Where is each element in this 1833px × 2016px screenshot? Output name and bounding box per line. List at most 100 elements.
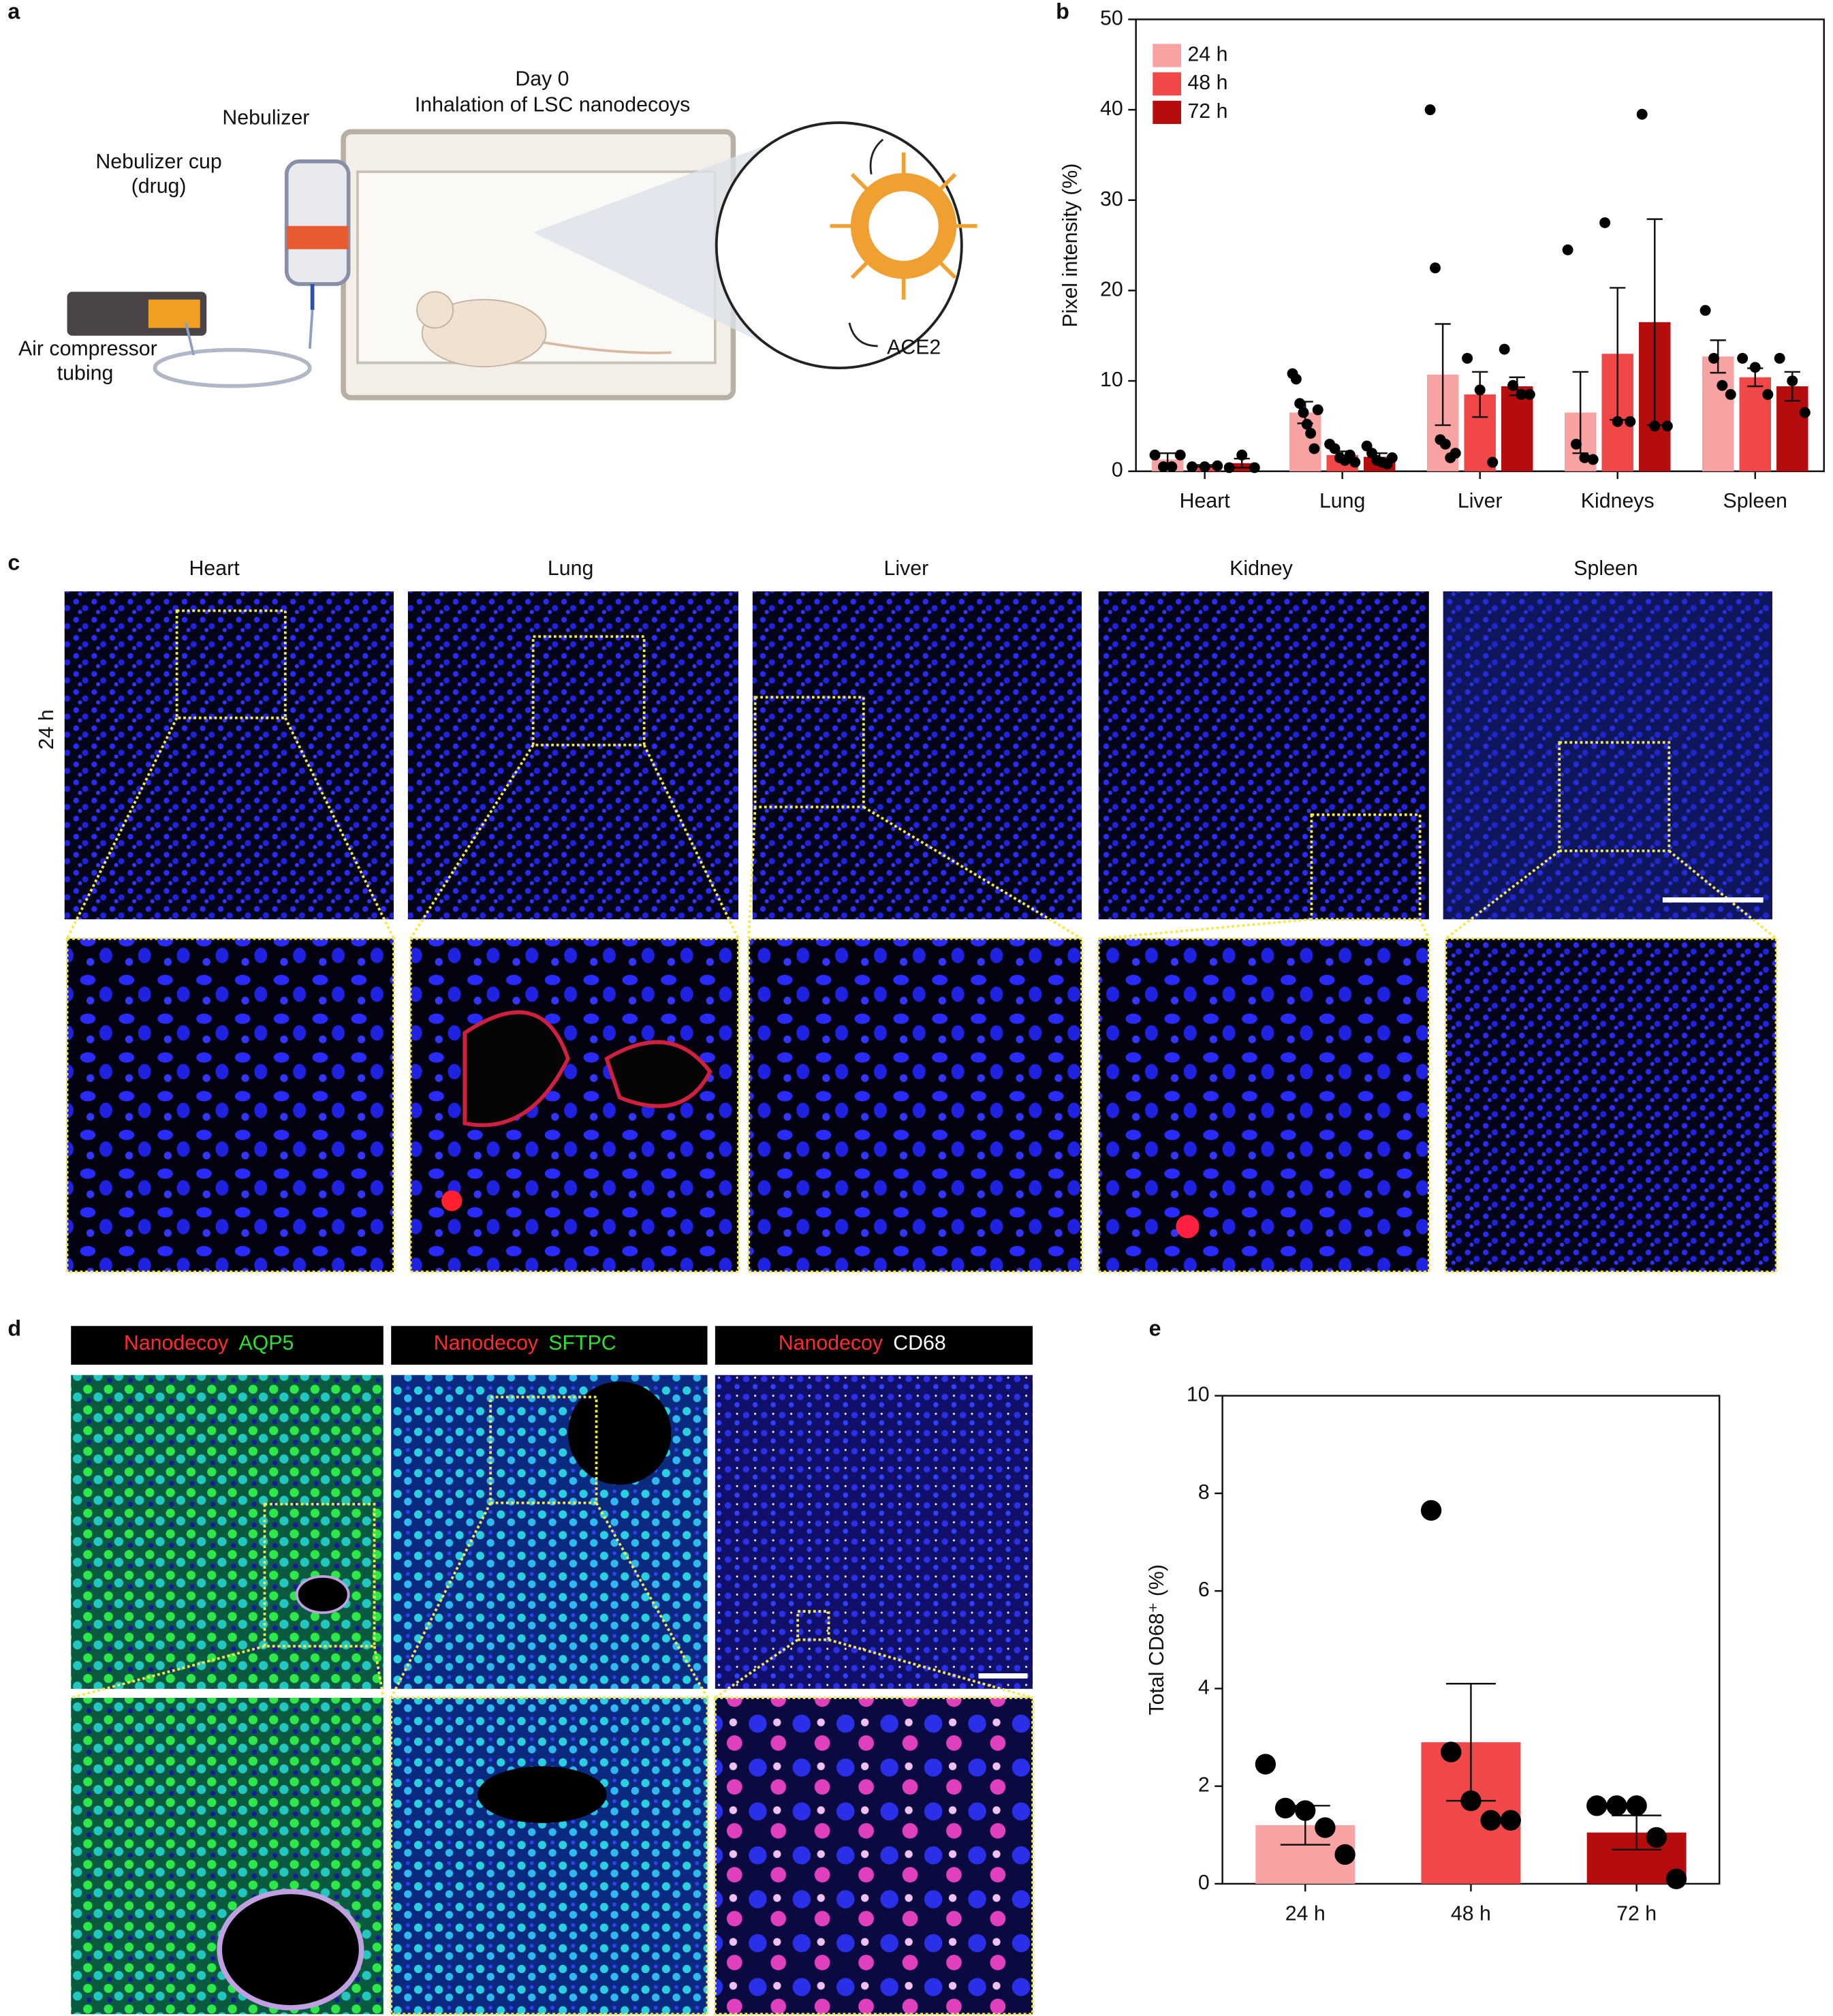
data-point — [1249, 462, 1260, 474]
y-tick-label: 4 — [1198, 1676, 1210, 1699]
header: Nanodecoy SFTPC — [434, 1332, 616, 1354]
data-point — [1212, 460, 1223, 471]
data-point — [1749, 362, 1761, 373]
illustration-label: Air compressor — [18, 338, 157, 360]
panel-a-subtitle: Inhalation of LSC nanodecoys — [415, 93, 690, 116]
data-point — [1309, 443, 1320, 454]
header: Nanodecoy AQP5 — [124, 1332, 294, 1354]
x-tick-label: 48 h — [1451, 1902, 1491, 1925]
data-point — [1420, 1500, 1442, 1521]
panel-c-images — [64, 591, 1778, 1273]
data-point — [1386, 452, 1398, 463]
x-tick-label: 72 h — [1616, 1902, 1657, 1925]
data-point — [1290, 373, 1302, 385]
data-point — [1430, 262, 1441, 274]
data-point — [1301, 418, 1313, 430]
panel-label: e — [1149, 1316, 1161, 1340]
data-point — [1312, 404, 1323, 416]
data-point — [1586, 1795, 1608, 1816]
data-point — [1334, 1844, 1356, 1865]
y-tick-label: 40 — [1100, 97, 1123, 120]
illustration-label: ACE2 — [887, 337, 941, 359]
data-point — [1255, 1754, 1276, 1775]
header-stain: Nanodecoy — [434, 1332, 539, 1354]
y-tick-label: 8 — [1198, 1481, 1210, 1504]
data-point — [1599, 217, 1611, 228]
panel-d-images — [70, 1326, 1034, 2016]
header: Nanodecoy CD68 — [779, 1332, 946, 1354]
y-tick-label: 0 — [1112, 459, 1123, 482]
header-stain: Nanodecoy — [779, 1332, 883, 1354]
data-point — [1474, 384, 1486, 396]
data-point — [1762, 389, 1774, 400]
y-tick-label: 20 — [1100, 278, 1123, 300]
y-tick-label: 10 — [1100, 369, 1123, 391]
data-point — [1274, 1797, 1296, 1819]
illustration-label: Nebulizer — [222, 106, 309, 129]
y-tick-label: 2 — [1198, 1774, 1210, 1797]
data-point — [1571, 438, 1582, 450]
header-stain: SFTPC — [548, 1332, 616, 1354]
data-point — [1579, 452, 1591, 463]
data-point — [1295, 1800, 1316, 1821]
legend-swatch — [1153, 72, 1181, 96]
data-point — [1315, 1817, 1336, 1838]
data-point — [1612, 416, 1623, 427]
data-point — [1450, 448, 1461, 459]
data-point — [1499, 343, 1510, 355]
x-tick-label: Heart — [1180, 490, 1231, 512]
data-point — [1236, 449, 1248, 461]
illustration-label: tubing — [57, 362, 114, 385]
data-point — [1717, 379, 1728, 391]
x-tick-label: Kidneys — [1581, 490, 1655, 512]
data-point — [1439, 438, 1451, 450]
data-point — [1349, 456, 1361, 468]
legend-swatch — [1153, 100, 1181, 124]
data-point — [1487, 456, 1499, 468]
data-point — [1329, 443, 1341, 454]
data-point — [1665, 1868, 1687, 1889]
error-bar — [1435, 323, 1451, 427]
data-point — [1166, 461, 1178, 473]
y-tick-label: 0 — [1198, 1872, 1210, 1894]
y-axis-label: Total CD68⁺ (%) — [1146, 1564, 1168, 1716]
data-point — [1174, 449, 1186, 461]
data-point — [1223, 462, 1235, 474]
data-point — [1562, 244, 1573, 255]
data-point — [1625, 416, 1636, 427]
panel-label: d — [7, 1316, 21, 1340]
panel-label: a — [7, 0, 20, 23]
bar — [1501, 386, 1533, 471]
data-point — [1507, 379, 1519, 391]
data-point — [1787, 375, 1798, 387]
data-point — [1649, 420, 1661, 432]
panel-a-title: Day 0 — [515, 68, 569, 91]
data-point — [1774, 352, 1785, 364]
data-point — [1462, 352, 1473, 364]
data-point — [1149, 449, 1161, 461]
illustration-label: (drug) — [131, 175, 187, 198]
data-point — [1298, 407, 1309, 418]
column-label: Liver — [883, 557, 928, 580]
data-point — [1606, 1795, 1627, 1816]
data-point — [1294, 398, 1306, 409]
y-tick-label: 6 — [1198, 1579, 1210, 1601]
data-point — [1441, 1741, 1462, 1763]
legend-swatch — [1153, 44, 1181, 67]
y-tick-label: 50 — [1100, 7, 1123, 29]
header-stain: CD68 — [893, 1332, 946, 1354]
data-point — [1699, 305, 1711, 316]
panel-label: c — [7, 550, 20, 575]
data-point — [1646, 1827, 1667, 1848]
data-point — [1524, 389, 1535, 400]
legend-label: 72 h — [1187, 100, 1227, 123]
data-point — [1725, 389, 1736, 400]
data-point — [1587, 454, 1599, 465]
data-point — [1157, 461, 1169, 473]
x-tick-label: 24 h — [1285, 1902, 1326, 1925]
data-point — [1661, 420, 1673, 432]
data-point — [1305, 428, 1317, 439]
data-point — [1708, 352, 1719, 364]
data-point — [1424, 104, 1436, 116]
